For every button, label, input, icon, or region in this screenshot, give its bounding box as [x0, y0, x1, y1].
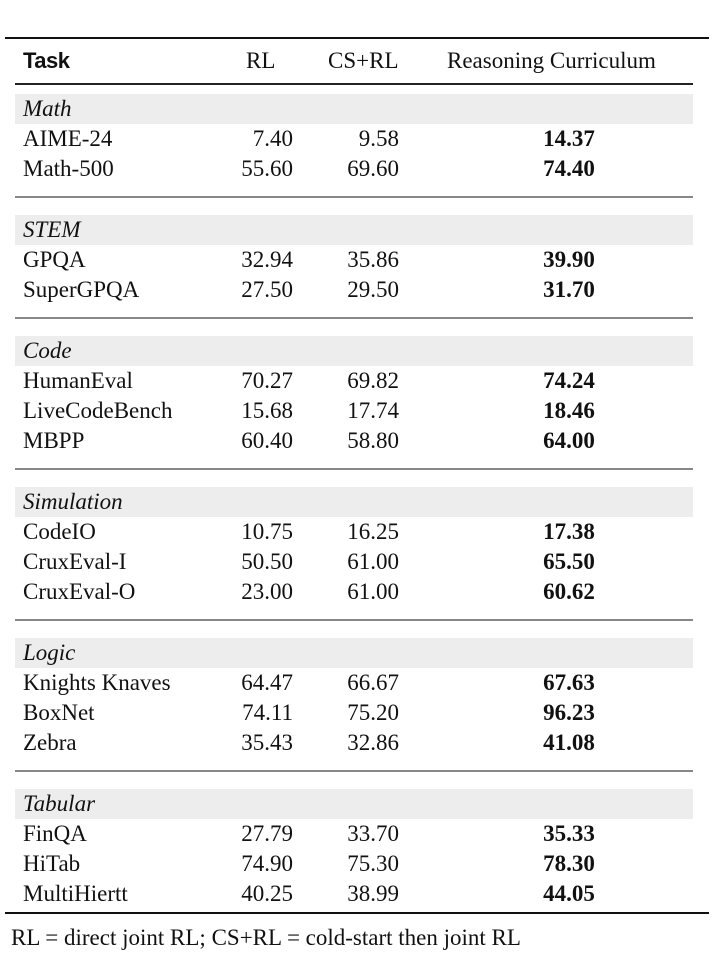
- cs-rl-value: 17.74: [347, 398, 399, 423]
- reasoning-curriculum-value: 41.08: [543, 730, 595, 755]
- cs-rl-value: 75.30: [347, 851, 399, 876]
- section-rule: [15, 468, 693, 470]
- rl-value: 40.25: [241, 881, 293, 906]
- task-name: HumanEval: [23, 368, 133, 393]
- rl-value: 55.60: [241, 156, 293, 181]
- rl-value: 32.94: [241, 247, 293, 272]
- header-task: Task: [23, 48, 70, 73]
- task-name: Knights Knaves: [23, 670, 171, 695]
- rl-value: 27.50: [241, 277, 293, 302]
- rl-value: 35.43: [241, 730, 293, 755]
- task-name: CruxEval-I: [23, 549, 127, 574]
- cs-rl-value: 69.82: [347, 368, 399, 393]
- task-name: Math-500: [23, 156, 114, 181]
- section-rule: [15, 619, 693, 621]
- reasoning-curriculum-value: 65.50: [543, 549, 595, 574]
- cs-rl-value: 32.86: [347, 730, 399, 755]
- task-name: MultiHiertt: [23, 881, 128, 906]
- task-name: LiveCodeBench: [23, 398, 173, 423]
- rl-value: 10.75: [241, 519, 293, 544]
- header-rule: [15, 83, 693, 85]
- footnote: RL = direct joint RL; CS+RL = cold-start…: [11, 925, 521, 950]
- cs-rl-value: 29.50: [347, 277, 399, 302]
- rl-value: 27.79: [241, 821, 293, 846]
- reasoning-curriculum-value: 78.30: [543, 851, 595, 876]
- cs-rl-value: 61.00: [347, 579, 399, 604]
- section-band: [15, 638, 693, 668]
- section-band: [15, 789, 693, 819]
- task-name: GPQA: [23, 247, 86, 272]
- reasoning-curriculum-value: 31.70: [543, 277, 595, 302]
- section-band: [15, 94, 693, 124]
- reasoning-curriculum-value: 44.05: [543, 881, 595, 906]
- section-title: Math: [23, 96, 72, 121]
- cs-rl-value: 66.67: [347, 670, 399, 695]
- cs-rl-value: 9.58: [358, 126, 399, 151]
- reasoning-curriculum-value: 35.33: [543, 821, 595, 846]
- header-reasoning-curriculum: Reasoning Curriculum: [447, 48, 656, 73]
- reasoning-curriculum-value: 74.24: [543, 368, 595, 393]
- rl-value: 15.68: [241, 398, 293, 423]
- task-name: HiTab: [23, 851, 81, 876]
- rl-value: 74.90: [241, 851, 293, 876]
- section-rule: [15, 770, 693, 772]
- reasoning-curriculum-value: 17.38: [543, 519, 595, 544]
- task-name: FinQA: [23, 821, 87, 846]
- section-band: [15, 336, 693, 366]
- reasoning-curriculum-value: 39.90: [543, 247, 595, 272]
- section-title: Logic: [23, 640, 76, 665]
- cs-rl-value: 16.25: [347, 519, 399, 544]
- reasoning-curriculum-value: 96.23: [543, 700, 595, 725]
- cs-rl-value: 75.20: [347, 700, 399, 725]
- reasoning-curriculum-value: 64.00: [543, 428, 595, 453]
- task-name: BoxNet: [23, 700, 95, 725]
- rl-value: 23.00: [241, 579, 293, 604]
- task-name: CodeIO: [23, 519, 96, 544]
- section-title: Code: [23, 338, 72, 363]
- section-title: STEM: [23, 217, 81, 242]
- task-name: SuperGPQA: [23, 277, 140, 302]
- cs-rl-value: 69.60: [347, 156, 399, 181]
- cs-rl-value: 33.70: [347, 821, 399, 846]
- reasoning-curriculum-value: 74.40: [543, 156, 595, 181]
- task-name: MBPP: [23, 428, 85, 453]
- section-band: [15, 215, 693, 245]
- reasoning-curriculum-value: 18.46: [543, 398, 595, 423]
- cs-rl-value: 58.80: [347, 428, 399, 453]
- rl-value: 64.47: [241, 670, 293, 695]
- section-title: Tabular: [23, 791, 96, 816]
- header-rl: RL: [246, 48, 276, 73]
- section-rule: [15, 196, 693, 198]
- top-rule: [5, 37, 709, 39]
- rl-value: 7.40: [252, 126, 293, 151]
- bottom-rule: [5, 912, 709, 914]
- rl-value: 60.40: [241, 428, 293, 453]
- reasoning-curriculum-value: 67.63: [543, 670, 595, 695]
- rl-value: 70.27: [241, 368, 293, 393]
- rl-value: 74.11: [242, 700, 293, 725]
- task-name: AIME-24: [23, 126, 113, 151]
- reasoning-curriculum-value: 60.62: [543, 579, 595, 604]
- header-cs-rl: CS+RL: [328, 48, 399, 73]
- section-rule: [15, 317, 693, 319]
- cs-rl-value: 35.86: [347, 247, 399, 272]
- reasoning-curriculum-value: 14.37: [543, 126, 595, 151]
- section-band: [15, 487, 693, 517]
- cs-rl-value: 38.99: [347, 881, 399, 906]
- cs-rl-value: 61.00: [347, 549, 399, 574]
- task-name: Zebra: [23, 730, 77, 755]
- task-name: CruxEval-O: [23, 579, 136, 604]
- section-title: Simulation: [23, 489, 123, 514]
- rl-value: 50.50: [241, 549, 293, 574]
